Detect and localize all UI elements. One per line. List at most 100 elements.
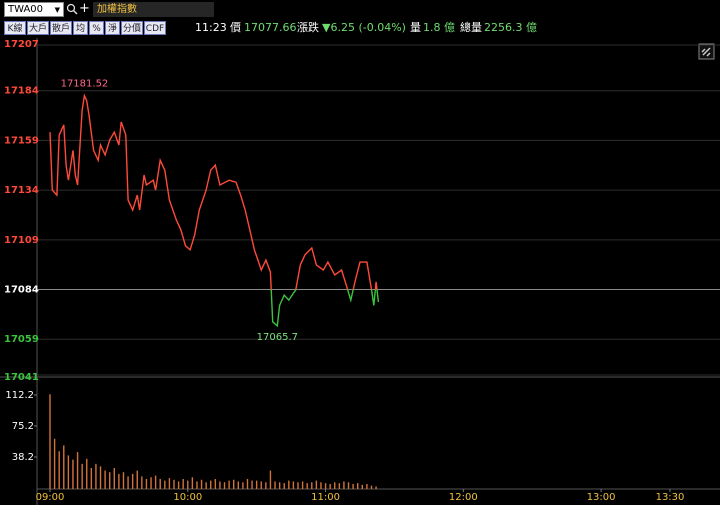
symbol: TWA00 bbox=[8, 4, 44, 15]
volume-bar bbox=[95, 463, 97, 489]
volume-bar bbox=[311, 482, 313, 489]
volume-tick-label: 38.2 bbox=[12, 452, 34, 463]
volume-bar bbox=[76, 452, 79, 489]
link-icon-glyph bbox=[701, 47, 711, 57]
tool-button[interactable]: 均 bbox=[73, 21, 88, 35]
volume-bar bbox=[255, 480, 258, 489]
volume-bar bbox=[329, 483, 331, 489]
volume-bar bbox=[109, 472, 111, 489]
volume-bar bbox=[196, 481, 198, 489]
volume-bar bbox=[168, 478, 171, 489]
volume-bar bbox=[49, 394, 51, 489]
volume-bar bbox=[265, 482, 267, 489]
volume-bar bbox=[315, 480, 318, 489]
volume-bar bbox=[141, 476, 143, 489]
volume-bar bbox=[214, 478, 217, 489]
link-icon[interactable] bbox=[698, 43, 715, 60]
info-time: 11:23 bbox=[195, 21, 227, 34]
volume-bar bbox=[343, 481, 345, 489]
volume-bar bbox=[260, 481, 262, 489]
volume-bar bbox=[81, 463, 83, 489]
volume-bar bbox=[278, 482, 281, 489]
volume-bar bbox=[58, 451, 60, 489]
volume-bar bbox=[118, 473, 120, 489]
volume-bar bbox=[320, 482, 322, 489]
volume-bar bbox=[242, 482, 244, 489]
volume-bar bbox=[187, 480, 189, 489]
tool-button[interactable]: 淨 bbox=[105, 21, 120, 35]
y-tick-label: 17159 bbox=[4, 135, 39, 146]
volume-bar bbox=[324, 483, 327, 489]
y-tick-label: 17109 bbox=[4, 235, 39, 246]
volume-bar bbox=[104, 470, 106, 489]
volume-bar bbox=[233, 479, 235, 489]
volume-bar bbox=[223, 482, 226, 489]
x-tick-label: 13:30 bbox=[656, 492, 685, 503]
symbol-input[interactable]: TWA00 ▼ bbox=[4, 2, 64, 17]
tool-button[interactable]: % bbox=[89, 21, 104, 35]
x-tick-label: 12:00 bbox=[449, 492, 478, 503]
volume-bar bbox=[90, 468, 93, 489]
price-label: 價 bbox=[230, 21, 241, 34]
volume-bar bbox=[297, 482, 299, 489]
volume-bar bbox=[122, 472, 125, 489]
volume-bar bbox=[53, 438, 56, 489]
volume-bar bbox=[338, 483, 341, 489]
add-button[interactable]: + bbox=[79, 1, 90, 16]
volume-bar bbox=[210, 480, 212, 489]
volume-bar bbox=[370, 485, 373, 489]
volume-tick-label: 112.2 bbox=[5, 390, 34, 401]
volume-bar bbox=[86, 458, 88, 489]
volume-bar bbox=[177, 481, 180, 489]
change-label: 漲跌 bbox=[297, 21, 319, 34]
volume-bar bbox=[154, 475, 157, 489]
tool-button[interactable]: K線 bbox=[4, 21, 26, 35]
y-tick-label: 17134 bbox=[4, 185, 39, 196]
volume-bar bbox=[99, 466, 102, 489]
volume-bar bbox=[306, 483, 308, 489]
volume-bar bbox=[200, 479, 203, 489]
volume-bar bbox=[67, 455, 70, 489]
volume-bar bbox=[72, 459, 74, 489]
volume-bar bbox=[131, 473, 134, 489]
volume-bar bbox=[191, 477, 194, 489]
volume-bar bbox=[375, 486, 377, 489]
x-tick-label: 13:00 bbox=[587, 492, 616, 503]
volume-bar bbox=[246, 478, 249, 489]
volume-bar bbox=[113, 468, 115, 489]
volume-bar bbox=[251, 480, 253, 489]
volume-bar bbox=[237, 481, 239, 489]
name-box: 加權指數 bbox=[93, 2, 214, 17]
tool-button[interactable]: 大戶 bbox=[27, 21, 49, 35]
volume-bar bbox=[205, 482, 207, 489]
tool-button[interactable]: CDF bbox=[144, 21, 166, 35]
dropdown-arrow: ▼ bbox=[54, 6, 60, 14]
tool-button[interactable]: 散戶 bbox=[50, 21, 72, 35]
volume-tick-label: 75.2 bbox=[12, 421, 34, 432]
y-tick-label: 17041 bbox=[4, 372, 39, 383]
volume-bar bbox=[136, 470, 138, 489]
x-tick-label: 10:00 bbox=[173, 492, 202, 503]
search-icon bbox=[66, 3, 78, 15]
volume-bar bbox=[357, 483, 359, 489]
search-button[interactable] bbox=[66, 2, 78, 17]
volume-bar bbox=[361, 484, 363, 489]
volume-bar bbox=[145, 478, 148, 489]
volume-bar bbox=[269, 470, 272, 489]
volume-bar bbox=[127, 476, 129, 489]
total-label: 總量 bbox=[460, 21, 482, 34]
y-tick-label: 17207 bbox=[4, 39, 39, 50]
y-tick-label: 17059 bbox=[4, 334, 39, 345]
low-label: 17065.7 bbox=[257, 332, 298, 343]
volume-bar bbox=[366, 483, 368, 489]
tool-button[interactable]: 分價 bbox=[121, 21, 143, 35]
volume-bar bbox=[292, 481, 295, 489]
volume-label: 量 bbox=[410, 21, 421, 34]
high-label: 17181.52 bbox=[61, 79, 109, 90]
volume-bar bbox=[347, 482, 350, 489]
index-name: 加權指數 bbox=[97, 4, 137, 15]
volume-bar bbox=[228, 480, 230, 489]
volume-bar bbox=[283, 483, 285, 489]
x-tick-label: 09:00 bbox=[36, 492, 65, 503]
